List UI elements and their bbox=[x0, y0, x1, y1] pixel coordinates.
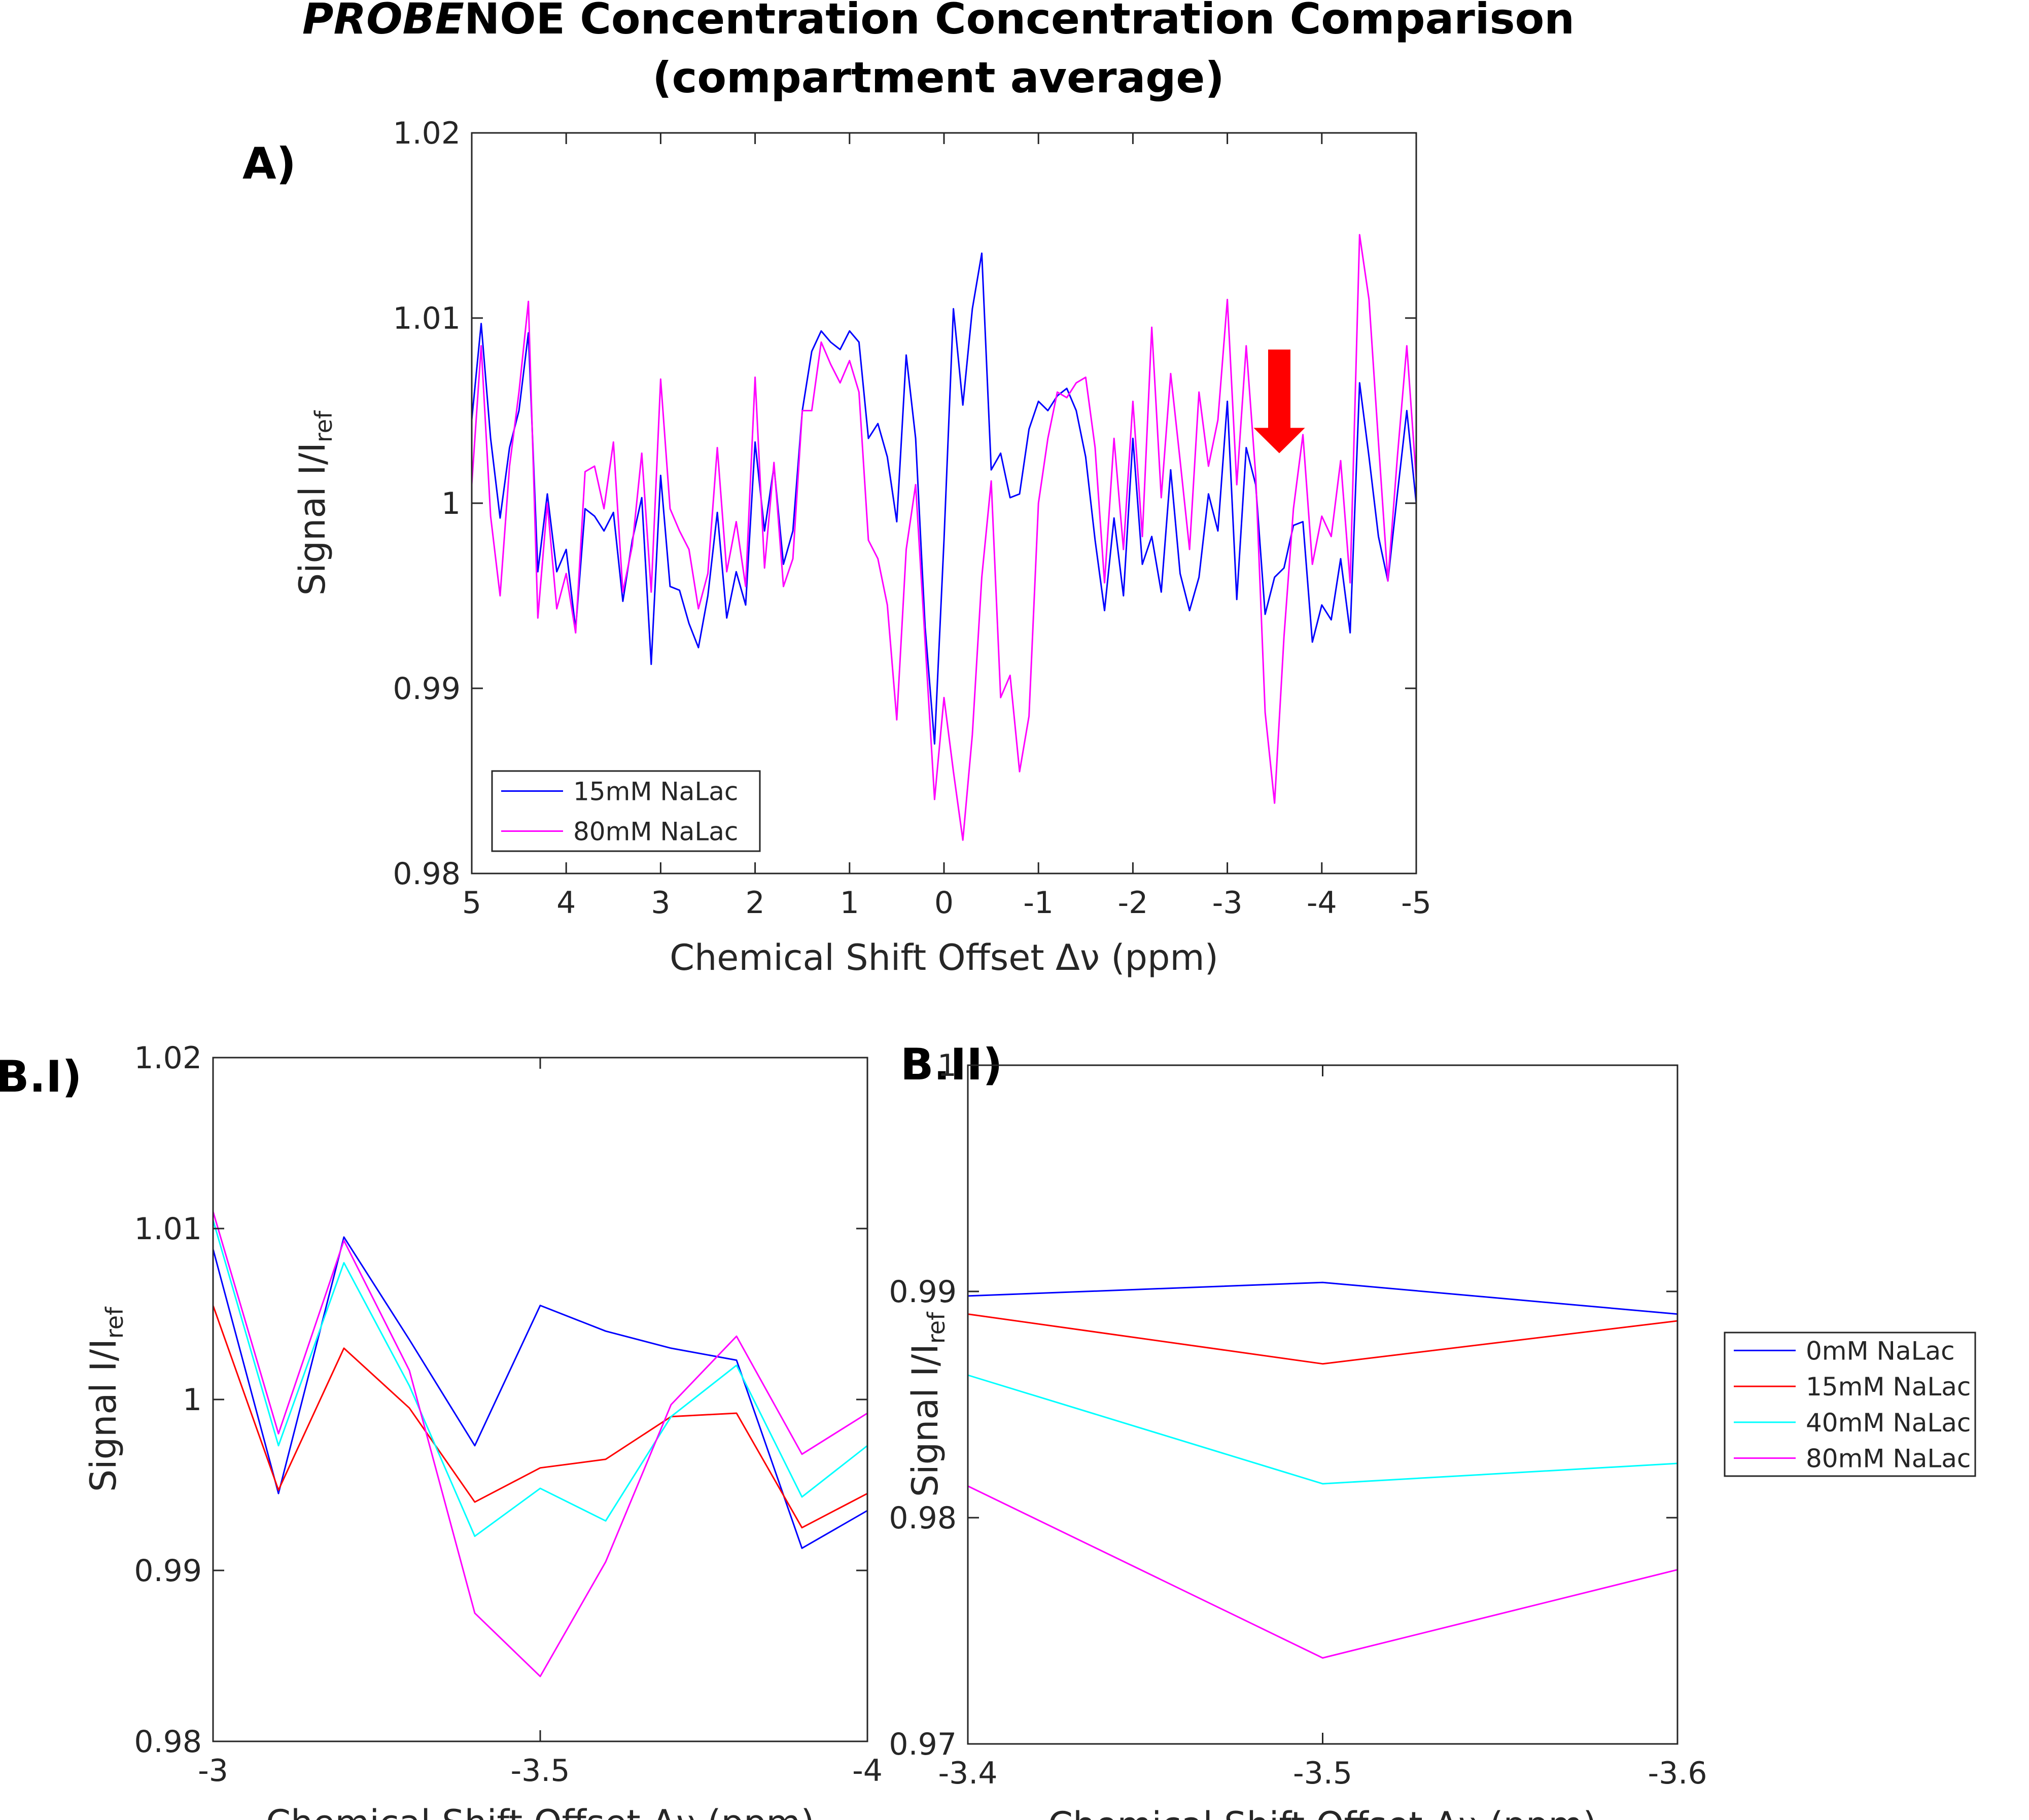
y-tick-label: 1.02 bbox=[134, 1040, 202, 1076]
y-axis-label-subscript: ref bbox=[101, 1306, 128, 1339]
legend-box bbox=[1724, 1332, 1976, 1477]
figure-title-line-2: (compartment average) bbox=[652, 53, 1225, 102]
legend-entry-label: 15mM NaLac bbox=[573, 777, 738, 807]
figure-title-italic: PROBE bbox=[302, 0, 464, 44]
x-tick-label: 0 bbox=[934, 885, 954, 921]
y-axis-label: Signal I/Iref bbox=[904, 1311, 950, 1497]
figure-title-line-1: PROBENOE Concentration Concentration Com… bbox=[302, 0, 1575, 44]
x-tick-label: -3 bbox=[198, 1753, 228, 1789]
legend: 15mM NaLac 80mM NaLac bbox=[491, 770, 761, 852]
y-tick-label: 1 bbox=[441, 486, 461, 521]
x-tick-label: 5 bbox=[462, 885, 481, 921]
x-tick-label: -3.5 bbox=[1293, 1756, 1352, 1791]
series-line-0mm-nalac bbox=[212, 1236, 868, 1549]
series-line-80mm-nalac bbox=[967, 1485, 1678, 1659]
figure-title-rest: NOE Concentration Concentration Comparis… bbox=[464, 0, 1575, 44]
y-axis-label-main: Signal I/I bbox=[83, 1339, 124, 1492]
legend-entry-label: 15mM NaLac bbox=[1806, 1372, 1971, 1402]
series-line-40mm-nalac bbox=[967, 1374, 1678, 1485]
x-tick-label: 1 bbox=[840, 885, 859, 921]
legend-box bbox=[491, 770, 761, 852]
panel-a: A) 5 4 3 2 1 0 -1 -2 -3 -4 -5 0.98 0.99 1 1.01 1.02 Chemi… bbox=[242, 116, 1431, 978]
x-tick-label: -3 bbox=[1212, 885, 1243, 921]
x-tick-label: -4 bbox=[1307, 885, 1337, 921]
x-tick-label: -5 bbox=[1401, 885, 1431, 921]
series-line-80mm-nalac bbox=[471, 234, 1417, 841]
legend-entry-label: 40mM NaLac bbox=[1806, 1408, 1971, 1438]
y-tick-label: 1.01 bbox=[134, 1211, 202, 1247]
red-arrow-annotation bbox=[1253, 349, 1305, 453]
y-tick-label: 1.02 bbox=[393, 116, 461, 151]
y-axis-label-main: Signal I/I bbox=[904, 1344, 946, 1497]
series-line-80mm-nalac bbox=[212, 1211, 868, 1677]
y-tick-label: 0.99 bbox=[889, 1274, 957, 1310]
axes-box bbox=[471, 132, 1417, 874]
y-tick-label: 0.99 bbox=[134, 1553, 202, 1589]
y-tick-label: 0.98 bbox=[393, 856, 461, 892]
x-tick-label: -3.4 bbox=[938, 1756, 997, 1791]
x-tick-label: -1 bbox=[1023, 885, 1054, 921]
x-tick-label: 3 bbox=[651, 885, 670, 921]
x-tick-label: -3.5 bbox=[510, 1753, 570, 1789]
x-axis-label: Chemical Shift Offset Δν (ppm) bbox=[1048, 1804, 1597, 1820]
legend-entry-label: 80mM NaLac bbox=[573, 817, 738, 847]
series-line-40mm-nalac bbox=[212, 1219, 868, 1537]
legend-entry-label: 0mM NaLac bbox=[1806, 1336, 1955, 1366]
series-line-15mm-nalac bbox=[212, 1305, 868, 1529]
y-axis-label-subscript: ref bbox=[923, 1311, 950, 1344]
y-axis-label-subscript: ref bbox=[310, 410, 337, 442]
axes-box bbox=[212, 1057, 868, 1742]
y-axis-label: Signal I/Iref bbox=[83, 1306, 128, 1492]
x-tick-label: -2 bbox=[1117, 885, 1148, 921]
y-tick-label: 0.97 bbox=[889, 1727, 957, 1762]
series-line-0mm-nalac bbox=[967, 1281, 1678, 1315]
series-line-15mm-nalac bbox=[471, 252, 1417, 745]
y-axis-label-main: Signal I/I bbox=[292, 442, 333, 596]
series-line-15mm-nalac bbox=[967, 1313, 1678, 1365]
x-tick-label: 4 bbox=[556, 885, 576, 921]
legend-entry-label: 80mM NaLac bbox=[1806, 1444, 1971, 1474]
legend: 0mM NaLac 15mM NaLac 40mM NaLac 80mM NaLac bbox=[1724, 1332, 1976, 1477]
panel-b1: B.I) -3 -3.5 -4 0.98 0.99 1 1.01 1.02 Chemical Sh… bbox=[0, 1040, 883, 1820]
y-tick-label: 0.98 bbox=[134, 1724, 202, 1760]
x-axis-label: Chemical Shift Offset Δν (ppm) bbox=[266, 1802, 815, 1820]
x-tick-label: -4 bbox=[852, 1753, 883, 1789]
y-tick-label: 0.99 bbox=[393, 671, 461, 707]
y-tick-label: 1 bbox=[937, 1048, 957, 1083]
axes-box bbox=[967, 1064, 1678, 1745]
y-tick-label: 1 bbox=[183, 1382, 202, 1418]
y-axis-label: Signal I/Iref bbox=[292, 410, 337, 596]
panel-label: A) bbox=[242, 138, 296, 189]
panel-b2: B.II)-3.4-3.5-3.60.970.980.991Chemical S… bbox=[889, 1039, 1976, 1820]
x-tick-label: -3.6 bbox=[1648, 1756, 1707, 1791]
y-tick-label: 1.01 bbox=[393, 301, 461, 336]
panel-label: B.I) bbox=[0, 1052, 82, 1102]
y-tick-label: 0.98 bbox=[889, 1500, 957, 1536]
x-tick-label: 2 bbox=[746, 885, 765, 921]
x-axis-label: Chemical Shift Offset Δν (ppm) bbox=[670, 937, 1218, 978]
